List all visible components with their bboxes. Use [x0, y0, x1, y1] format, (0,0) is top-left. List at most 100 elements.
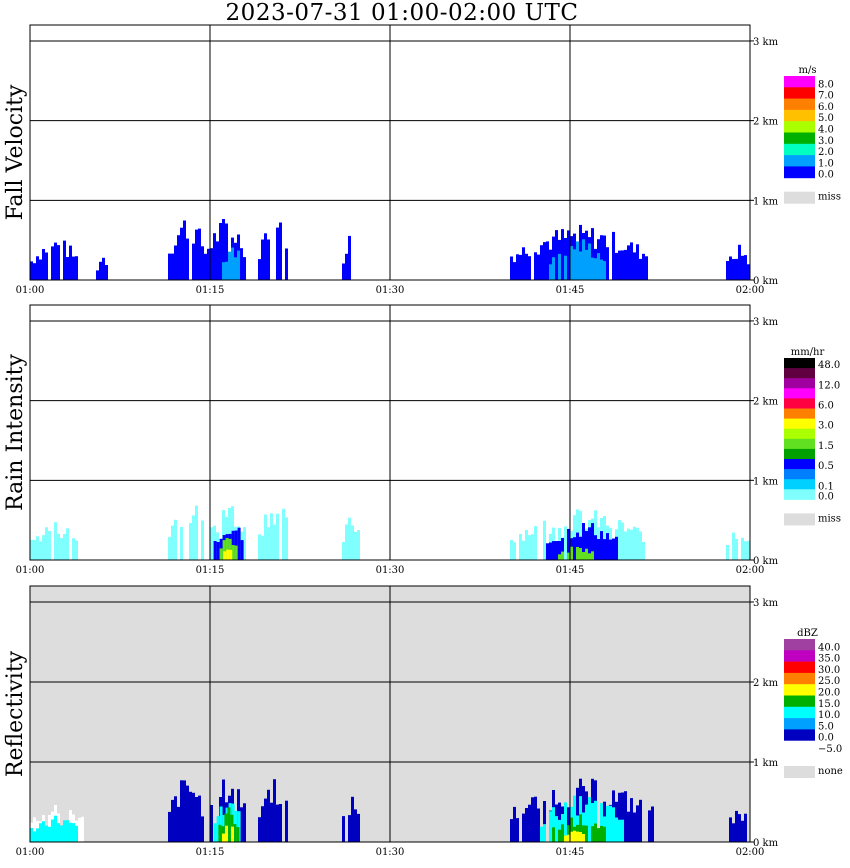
echo-column: [639, 258, 642, 280]
legend-swatch: [784, 98, 815, 111]
echo-column: [552, 827, 555, 842]
legend-swatch: [784, 718, 815, 730]
echo-column: [213, 233, 216, 280]
echo-column: [236, 827, 240, 842]
echo-column: [618, 792, 621, 842]
echo-column: [627, 811, 630, 842]
legend-swatch: [784, 418, 815, 430]
echo-column: [726, 261, 729, 280]
echo-column: [624, 249, 627, 280]
echo-column: [36, 828, 39, 842]
echo-column: [636, 527, 639, 560]
echo-column: [54, 815, 57, 842]
echo-column: [741, 255, 744, 280]
echo-column: [168, 253, 171, 280]
echo-column: [582, 825, 585, 842]
legend-label: 4.0: [818, 125, 834, 136]
x-tick-label: 02:00: [736, 847, 765, 858]
y-tick-label: 1 km: [753, 758, 779, 769]
echo-column: [546, 241, 549, 280]
echo-column: [630, 529, 633, 560]
echo-column: [342, 263, 345, 280]
echo-column: [600, 235, 603, 280]
echo-column: [228, 538, 232, 560]
echo-column: [227, 807, 231, 842]
echo-column: [513, 262, 516, 280]
echo-region: [96, 257, 108, 280]
echo-column: [564, 526, 567, 560]
echo-column: [57, 245, 60, 280]
legend-label: 2.0: [818, 147, 834, 158]
legend-label: 5.0: [818, 113, 834, 124]
legend-label: 5.0: [818, 721, 834, 732]
echo-column: [549, 811, 552, 842]
legend-label: 0.1: [818, 481, 834, 492]
echo-column: [594, 823, 597, 842]
echo-column: [357, 813, 360, 842]
legend-swatch: [784, 358, 815, 369]
echo-column: [237, 527, 241, 560]
legend-swatch: [784, 121, 815, 133]
echo-column: [510, 819, 513, 842]
echo-column: [267, 239, 270, 280]
echo-column: [564, 802, 567, 842]
echo-column: [192, 243, 195, 280]
echo-column: [645, 256, 648, 280]
echo-column: [630, 242, 633, 280]
echo-column: [57, 823, 60, 842]
echo-column: [33, 817, 36, 842]
echo-region: [564, 830, 585, 842]
echo-column: [201, 816, 204, 842]
echo-column: [570, 246, 573, 280]
echo-column: [183, 220, 186, 280]
echo-column: [633, 252, 636, 280]
echo-column: [543, 801, 546, 842]
echo-column: [198, 795, 201, 842]
echo-column: [42, 535, 45, 560]
echo-column: [576, 241, 579, 280]
echo-column: [210, 805, 213, 842]
echo-column: [354, 809, 357, 842]
echo-column: [225, 825, 228, 842]
legend-swatch: [784, 489, 815, 500]
echo-column: [735, 810, 738, 842]
echo-column: [189, 791, 192, 842]
legend-label: 1.0: [818, 158, 834, 169]
echo-column: [591, 551, 594, 560]
legend-swatch: [784, 729, 815, 742]
echo-column: [195, 505, 198, 560]
legend-label: 8.0: [818, 79, 834, 90]
echo-column: [75, 256, 78, 280]
echo-column: [48, 531, 51, 560]
echo-column: [231, 545, 235, 560]
echo-column: [348, 235, 351, 280]
x-tick-label: 01:30: [376, 847, 405, 858]
x-tick-label: 01:45: [556, 565, 585, 576]
echo-column: [579, 814, 582, 842]
echo-column: [558, 829, 561, 842]
echo-column: [219, 223, 222, 280]
echo-column: [33, 540, 36, 560]
legend-label: 20.0: [818, 688, 840, 699]
echo-region: [342, 235, 351, 280]
echo-region: [258, 222, 288, 280]
echo-column: [57, 533, 60, 560]
echo-column: [279, 804, 282, 842]
echo-region: [30, 240, 78, 280]
legend-swatch: [784, 166, 815, 179]
echo-column: [588, 797, 591, 842]
echo-column: [351, 525, 354, 560]
echo-column: [630, 798, 633, 842]
legend-missing-label: none: [818, 766, 843, 777]
echo-region: [729, 810, 747, 842]
echo-column: [78, 817, 81, 842]
echo-column: [267, 789, 270, 842]
echo-column: [171, 253, 174, 280]
legend-swatch: [784, 87, 815, 100]
echo-column: [264, 233, 267, 280]
echo-column: [618, 819, 621, 842]
echo-column: [63, 240, 66, 280]
echo-column: [579, 251, 582, 280]
legend-missing-swatch: [784, 766, 815, 778]
echo-column: [42, 821, 45, 842]
